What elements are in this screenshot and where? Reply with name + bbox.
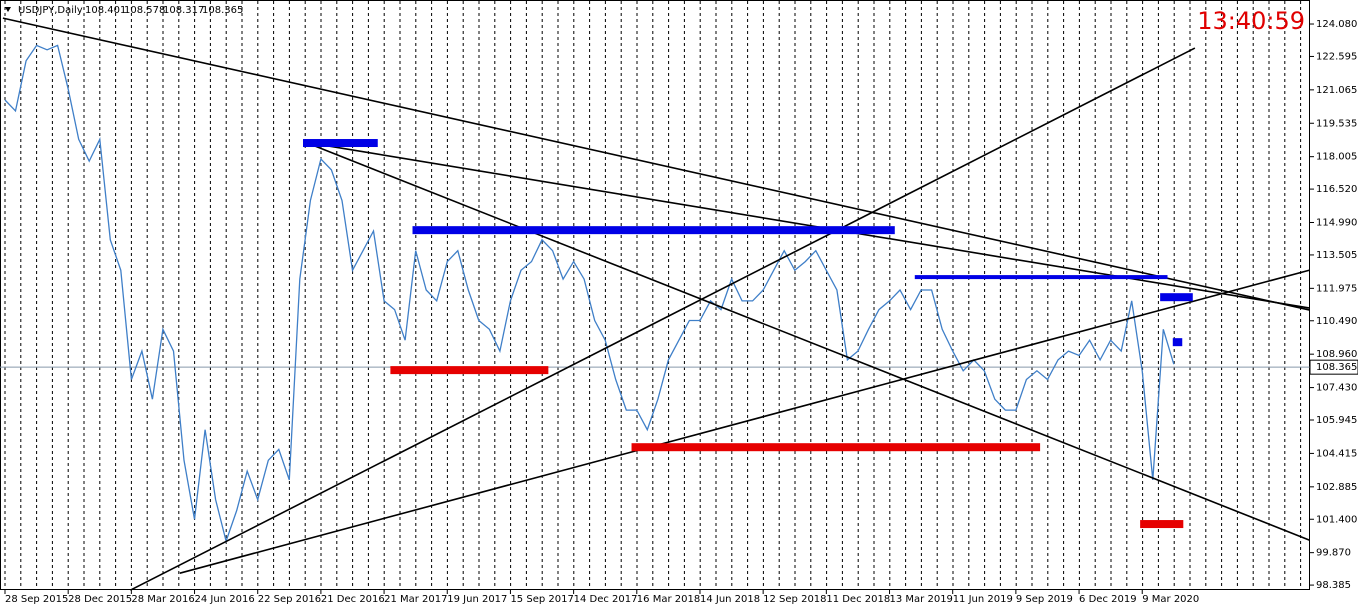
y-tick-label: 118.005: [1316, 152, 1357, 163]
x-tick-label: 9 Sep 2019: [1016, 594, 1073, 605]
x-tick-label: 21 Mar 2017: [384, 594, 447, 605]
y-tick-label: 107.430: [1316, 383, 1357, 394]
x-tick-label: 16 Mar 2018: [637, 594, 700, 605]
plot-frame: [0, 0, 1310, 590]
trendline: [179, 269, 1310, 574]
y-tick-label: 98.385: [1316, 580, 1351, 591]
clock: 13:40:59: [1197, 7, 1305, 35]
y-tick-label: 102.885: [1316, 482, 1357, 493]
x-tick-label: 6 Dec 2019: [1079, 594, 1137, 605]
x-tick-label: 24 Jun 2016: [195, 594, 255, 605]
trendline: [129, 47, 1196, 591]
ohlc-value: 108.317: [163, 5, 204, 16]
current-price-box: [1309, 359, 1358, 375]
ohlc-value: 108.578: [124, 5, 165, 16]
y-tick-label: 119.535: [1316, 118, 1357, 129]
symbol-label: USDJPY,Daily: [18, 5, 83, 16]
resistance-zone: [1160, 293, 1193, 302]
x-tick-label: 11 Dec 2018: [826, 594, 890, 605]
ohlc-value: 108.365: [202, 5, 243, 16]
y-tick-label: 104.415: [1316, 448, 1357, 459]
resistance-zone: [412, 226, 895, 235]
x-tick-label: 14 Jun 2018: [700, 594, 760, 605]
support-zone: [631, 443, 1041, 452]
y-tick-label: 113.505: [1316, 250, 1357, 261]
x-tick-label: 19 Jun 2017: [447, 594, 507, 605]
y-tick-label: 111.975: [1316, 283, 1357, 294]
x-tick-label: 21 Dec 2016: [321, 594, 385, 605]
price-line: [4, 44, 1175, 544]
resistance-zone: [914, 275, 1168, 280]
y-tick-label: 108.960: [1316, 349, 1357, 360]
y-tick-label: 122.595: [1316, 51, 1357, 62]
y-tick-label: 124.080: [1316, 19, 1357, 30]
y-tick-label: 121.065: [1316, 85, 1357, 96]
x-tick-label: 22 Sep 2016: [258, 594, 321, 605]
y-tick-label: 110.490: [1316, 316, 1357, 327]
x-tick-label: 28 Mar 2016: [131, 594, 194, 605]
x-tick-label: 11 Jun 2019: [953, 594, 1013, 605]
current-price-label: 108.365: [1316, 362, 1357, 373]
y-tick-label: 105.945: [1316, 415, 1357, 426]
x-tick-label: 13 Mar 2019: [890, 594, 953, 605]
x-tick-label: 14 Dec 2017: [574, 594, 638, 605]
plot-layer: [0, 17, 1310, 591]
support-zone: [1140, 520, 1184, 529]
y-tick-label: 116.520: [1316, 184, 1357, 195]
trendline: [2, 17, 1310, 311]
y-tick-label: 101.400: [1316, 514, 1357, 525]
trendline: [304, 141, 1310, 541]
y-tick-label: 114.990: [1316, 218, 1357, 229]
x-tick-label: 28 Dec 2015: [68, 594, 132, 605]
x-tick-label: 15 Sep 2017: [510, 594, 573, 605]
ohlc-value: 108.401: [85, 5, 126, 16]
x-tick-label: 28 Sep 2015: [5, 594, 68, 605]
resistance-zone: [302, 139, 378, 148]
x-tick-label: 12 Sep 2018: [763, 594, 826, 605]
y-tick-label: 99.870: [1316, 548, 1351, 559]
trendline: [304, 141, 1310, 309]
resistance-zone: [1172, 338, 1183, 347]
x-tick-label: 9 Mar 2020: [1142, 594, 1199, 605]
menu-arrow: [5, 7, 11, 12]
support-zone: [390, 366, 549, 375]
